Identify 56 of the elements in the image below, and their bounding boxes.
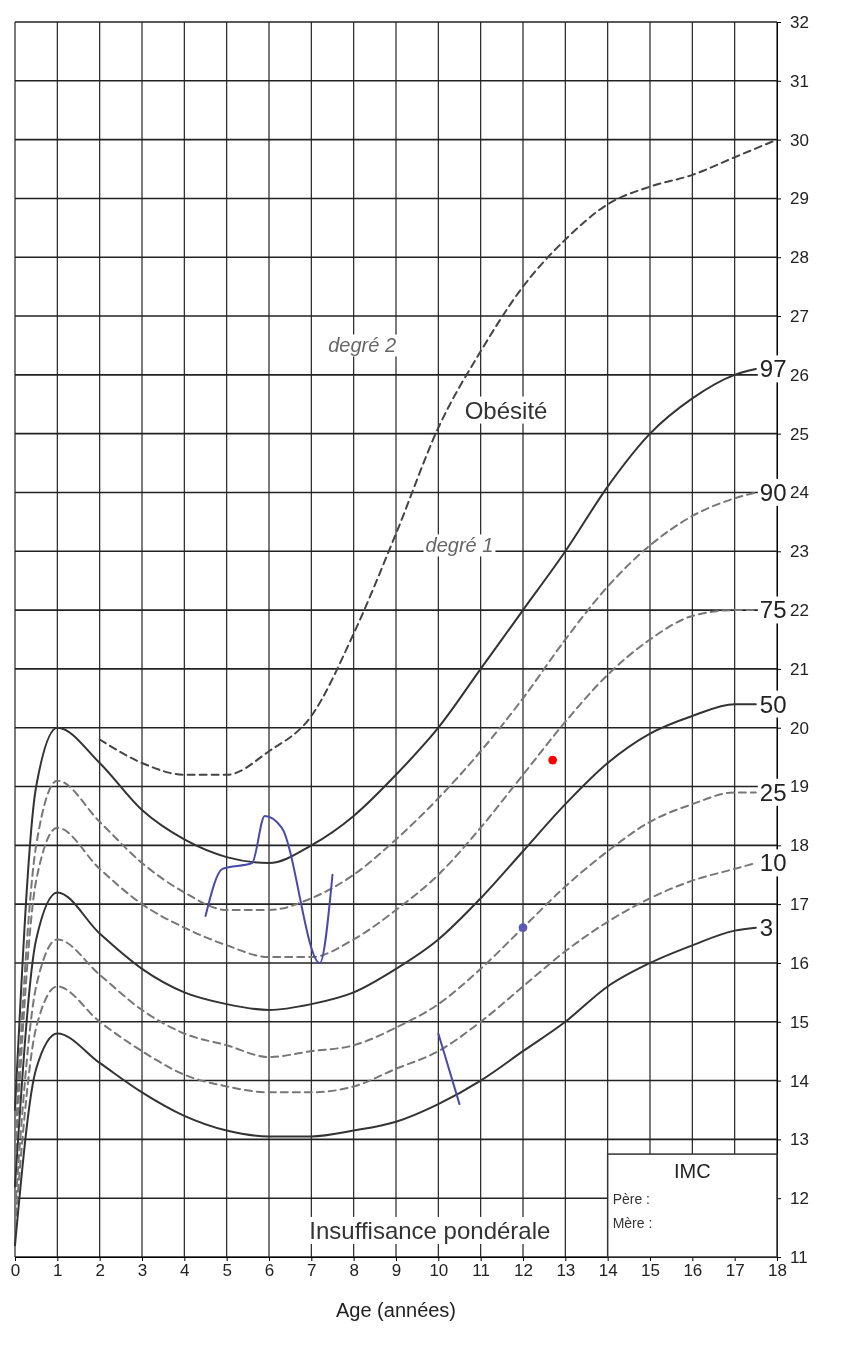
series-label: 3 xyxy=(759,914,774,942)
y-tick-label: 25 xyxy=(790,424,809,444)
y-tick-label: 17 xyxy=(790,895,809,915)
x-tick-label: 10 xyxy=(429,1261,449,1281)
annotation: Insuffisance pondérale xyxy=(309,1216,551,1244)
y-tick-label: 22 xyxy=(790,601,809,621)
x-tick-label: 9 xyxy=(391,1261,402,1281)
series-label: 10 xyxy=(759,849,787,877)
annotation: IMC xyxy=(674,1160,711,1183)
series-label: 50 xyxy=(759,690,787,718)
x-tick-label: 8 xyxy=(349,1261,359,1281)
series-label: 97 xyxy=(759,355,787,383)
x-tick-label: 18 xyxy=(768,1261,787,1281)
x-tick-label: 13 xyxy=(556,1261,576,1281)
x-tick-label: 5 xyxy=(222,1261,232,1281)
x-tick-label: 11 xyxy=(472,1261,490,1281)
y-tick-label: 16 xyxy=(790,953,809,973)
x-tick-label: 4 xyxy=(180,1261,190,1281)
x-tick-label: 7 xyxy=(307,1261,317,1281)
x-tick-label: 14 xyxy=(598,1261,618,1281)
annotation: Obésité xyxy=(464,396,548,424)
y-tick-label: 29 xyxy=(790,189,809,209)
y-tick-label: 23 xyxy=(790,542,809,562)
annotation: Mère : xyxy=(612,1215,653,1232)
y-tick-label: 21 xyxy=(790,659,809,679)
annotation: degré 1 xyxy=(425,534,494,557)
series-label: 75 xyxy=(759,596,787,624)
y-tick-label: 28 xyxy=(790,248,809,268)
series-label: 90 xyxy=(759,478,787,506)
y-tick-label: 15 xyxy=(790,1012,809,1032)
y-tick-label: 18 xyxy=(790,836,809,856)
y-tick-label: 24 xyxy=(790,483,809,503)
y-tick-label: 26 xyxy=(790,365,809,385)
annotation: Père : xyxy=(612,1191,651,1208)
x-tick-label: 12 xyxy=(514,1261,533,1281)
x-tick-label: 16 xyxy=(683,1261,703,1281)
x-tick-label: 2 xyxy=(95,1261,105,1281)
y-tick-label: 12 xyxy=(790,1189,809,1209)
y-tick-label: 19 xyxy=(790,777,809,797)
y-tick-label: 27 xyxy=(790,306,809,326)
annotation: degré 2 xyxy=(328,334,397,357)
series-label: 25 xyxy=(759,778,787,806)
y-tick-label: 13 xyxy=(790,1130,809,1150)
y-tick-label: 20 xyxy=(790,718,809,738)
x-tick-label: 1 xyxy=(53,1261,63,1281)
y-tick-label: 30 xyxy=(790,130,809,150)
x-tick-label: 17 xyxy=(725,1261,745,1281)
y-tick-label: 31 xyxy=(790,71,809,91)
y-tick-label: 32 xyxy=(790,12,809,32)
x-tick-label: 15 xyxy=(641,1261,660,1281)
x-tick-label: 0 xyxy=(10,1261,21,1281)
x-tick-label: 3 xyxy=(137,1261,148,1281)
x-axis-title: Age (années) xyxy=(335,1299,457,1321)
y-tick-label: 14 xyxy=(790,1071,809,1091)
y-tick-label: 11 xyxy=(790,1247,808,1267)
x-tick-label: 6 xyxy=(264,1261,275,1281)
